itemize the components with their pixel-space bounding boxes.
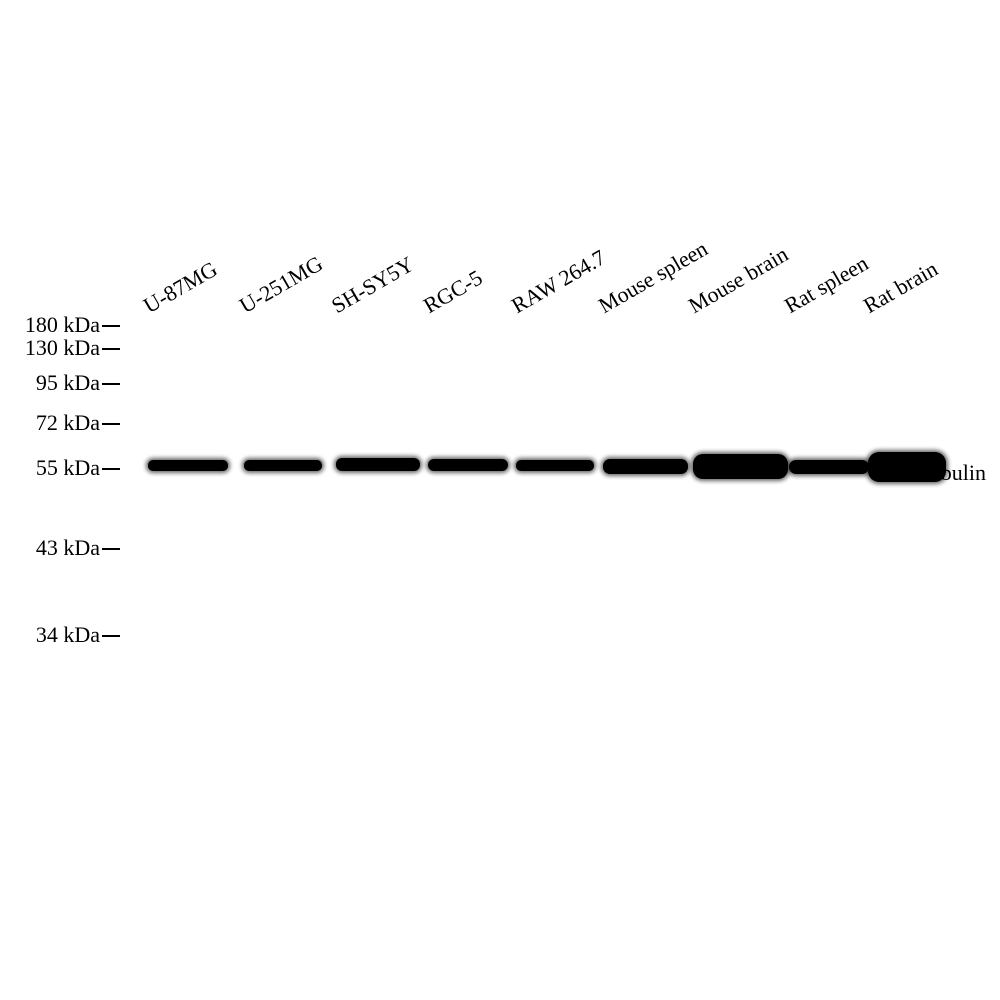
blot-band [244,460,322,471]
mw-marker-label: 95 kDa [10,370,100,396]
mw-marker-tick [102,548,120,550]
lane-label: U-251MG [235,251,327,319]
mw-marker-tick [102,468,120,470]
mw-marker-tick [102,325,120,327]
lane-label: RAW 264.7 [507,244,610,319]
blot-band [603,459,688,474]
blot-band [693,454,788,479]
lane-label: U-87MG [139,256,222,319]
mw-marker-tick [102,423,120,425]
mw-marker-label: 72 kDa [10,410,100,436]
mw-marker-label: 55 kDa [10,455,100,481]
blot-band [336,458,420,471]
mw-marker-tick [102,635,120,637]
blot-band [516,460,594,471]
mw-marker-label: 43 kDa [10,535,100,561]
mw-marker-tick [102,348,120,350]
blot-band [789,460,869,474]
lane-label: Rat spleen [780,250,873,319]
blot-band [428,459,508,471]
blot-band [148,460,228,471]
mw-marker-label: 130 kDa [10,335,100,361]
mw-marker-tick [102,383,120,385]
lane-label: RGC-5 [419,265,487,319]
mw-marker-label: 34 kDa [10,622,100,648]
lane-label: Rat brain [859,256,942,319]
target-protein-label: a-Tubulin [900,460,986,486]
lane-label: SH-SY5Y [327,251,418,319]
